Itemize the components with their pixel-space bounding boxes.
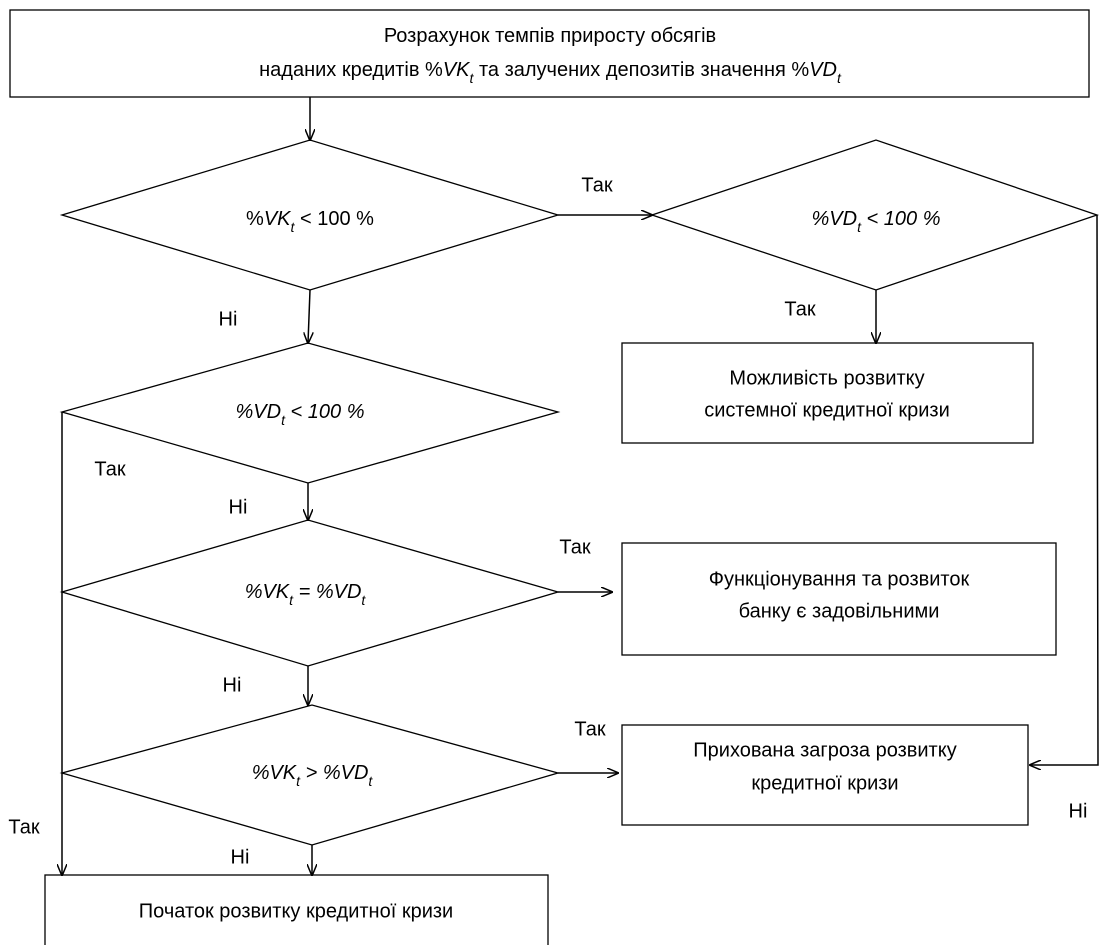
decision [59, 342, 561, 484]
edge-label: Так [574, 718, 605, 740]
outcome-line: кредитної кризи [751, 772, 898, 794]
arrow [308, 289, 310, 343]
outcome-box [621, 724, 1029, 826]
decision-label: %VDt < 100 % [236, 401, 365, 427]
outcome-line: банку є задовільними [739, 600, 940, 622]
outcome-line: Можливість розвитку [729, 367, 924, 389]
decision-label: %VDt < 100 % [812, 208, 941, 234]
decision-label: %VKt = %VDt [245, 581, 367, 607]
edge-label: Ні [1069, 800, 1088, 822]
arrow [1030, 214, 1099, 765]
edge-label: Так [784, 298, 815, 320]
edge-label: Ні [219, 308, 238, 330]
outcome-box [621, 342, 1034, 444]
start-box [9, 9, 1090, 98]
edge-label: Так [559, 536, 590, 558]
header-line: наданих кредитів %VKt та залучених депоз… [259, 59, 842, 85]
edge-label: Так [8, 816, 39, 838]
edge-label: Ні [223, 674, 242, 696]
edge-label: Так [581, 174, 612, 196]
header-line: Розрахунок темпів приросту обсягів [384, 25, 716, 47]
outcome-line: Початок розвитку кредитної кризи [139, 900, 453, 922]
edge-label: Ні [231, 846, 250, 868]
outcome-line: Прихована загроза розвитку [693, 739, 956, 761]
edge-label: Так [94, 458, 125, 480]
outcome-line: Функціонування та розвиток [709, 568, 970, 590]
decision-label: %VKt < 100 % [246, 208, 374, 234]
outcome-box [621, 542, 1057, 656]
decision-label: %VKt > %VDt [252, 762, 374, 788]
outcome-line: системної кредитної кризи [704, 399, 950, 421]
edge-label: Ні [229, 496, 248, 518]
outcome-box [44, 874, 549, 945]
